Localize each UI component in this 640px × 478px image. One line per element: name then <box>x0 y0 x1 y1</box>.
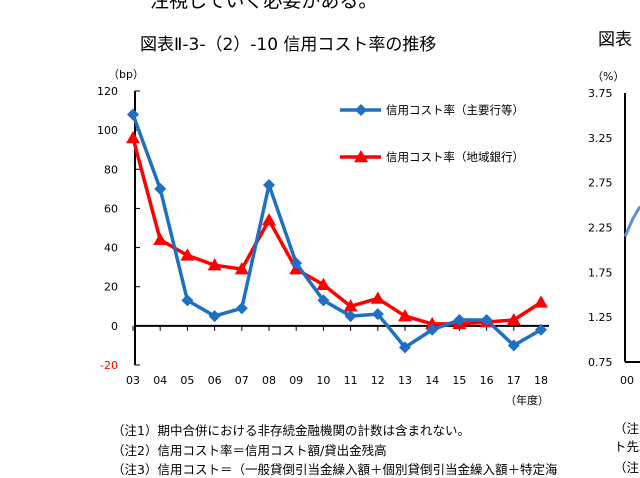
data-point-0 <box>535 323 547 336</box>
x-tick-label: 09 <box>289 374 303 387</box>
right-x-tick-label: 00 <box>620 374 634 387</box>
x-tick-label: 14 <box>425 374 439 387</box>
data-point-1 <box>425 316 440 330</box>
data-point-1 <box>534 295 548 308</box>
data-point-0 <box>453 313 466 326</box>
x-tick-label: 15 <box>452 374 466 387</box>
data-point-1 <box>180 248 195 261</box>
y-axis-unit-label: （bp） <box>108 68 144 81</box>
data-point-0 <box>127 108 139 121</box>
data-point-0 <box>426 323 439 336</box>
right-series-line <box>623 205 640 238</box>
data-point-0 <box>208 310 221 323</box>
data-point-0 <box>290 257 303 270</box>
data-point-0 <box>480 313 493 326</box>
data-point-0 <box>399 341 411 354</box>
data-point-0 <box>263 178 275 191</box>
data-point-1 <box>343 299 358 312</box>
x-tick-label: 05 <box>180 374 194 387</box>
x-tick-label: 13 <box>398 374 412 387</box>
y-tick-label: 100 <box>97 124 118 137</box>
right-y-tick-label: 0.75 <box>588 356 613 369</box>
data-point-1 <box>126 130 140 144</box>
legend-marker-1 <box>354 150 368 163</box>
data-point-1 <box>398 309 412 322</box>
y-tick-label: 0 <box>111 320 118 333</box>
chart-note-2: （注2）信用コスト率＝信用コスト額/貸出金残高 <box>112 443 387 458</box>
right-note-2: ト先頭 <box>614 439 640 454</box>
data-point-1 <box>153 232 168 245</box>
x-tick-label: 08 <box>262 374 276 387</box>
data-point-1 <box>262 213 276 226</box>
y-tick-label: 20 <box>104 281 118 294</box>
x-tick-label: 06 <box>208 374 222 387</box>
data-point-0 <box>507 339 520 352</box>
series-line-1 <box>131 137 542 326</box>
data-point-1 <box>370 291 385 304</box>
x-tick-label: 17 <box>507 374 521 387</box>
chart-note-3: （注3）信用コスト＝（一般貸倒引当金繰入額＋個別貸倒引当金繰入額＋特定海 <box>112 462 558 477</box>
right-chart-title: 図表 <box>598 30 632 50</box>
x-tick-label: 03 <box>126 374 140 387</box>
right-y-tick-label: 2.25 <box>588 222 613 235</box>
right-y-tick-label: 3.75 <box>588 87 613 100</box>
data-point-0 <box>154 182 167 195</box>
chart-note-1: （注1）期中合併における非存続金融機関の計数は含まれない。 <box>112 423 470 438</box>
x-tick-label: 16 <box>480 374 494 387</box>
data-point-0 <box>317 294 330 307</box>
legend-label-0: 信用コスト率（主要行等） <box>386 103 524 117</box>
data-point-0 <box>181 294 194 307</box>
data-point-1 <box>316 277 331 291</box>
right-y-tick-label: 3.25 <box>588 132 613 145</box>
right-y-tick-label: 1.75 <box>588 266 613 279</box>
data-point-1 <box>234 262 249 275</box>
x-tick-label: 10 <box>316 374 330 387</box>
series-line-0 <box>131 113 542 350</box>
x-tick-label: 12 <box>371 374 385 387</box>
y-tick-label: 120 <box>97 85 118 98</box>
y-tick-label: 40 <box>104 242 118 255</box>
data-point-0 <box>344 310 357 323</box>
x-tick-label: 18 <box>534 374 548 387</box>
x-tick-label: 04 <box>153 374 167 387</box>
top-body-text: 注視していく必要がある。 <box>150 0 378 12</box>
right-y-tick-label: 1.25 <box>588 311 613 324</box>
data-point-0 <box>235 302 248 315</box>
y-tick-label: 80 <box>104 163 118 176</box>
legend-marker-0 <box>355 104 367 116</box>
y-tick-label: -20 <box>100 359 118 372</box>
right-y-axis-unit-label: （%） <box>592 70 624 83</box>
right-note-1: （注1 <box>614 421 640 436</box>
chart-title: 図表Ⅱ-3-（2）-10 信用コスト率の推移 <box>140 35 437 55</box>
data-point-1 <box>207 258 222 271</box>
legend-label-1: 信用コスト率（地域銀行） <box>386 150 524 164</box>
data-point-1 <box>506 312 521 326</box>
right-note-3: （注3 <box>614 460 640 475</box>
y-tick-label: 60 <box>104 202 118 215</box>
x-tick-label: 07 <box>235 374 249 387</box>
data-point-0 <box>371 308 384 321</box>
x-axis-unit-label: （年度） <box>505 393 549 407</box>
x-tick-label: 11 <box>344 374 358 387</box>
right-y-tick-label: 2.75 <box>588 177 613 190</box>
